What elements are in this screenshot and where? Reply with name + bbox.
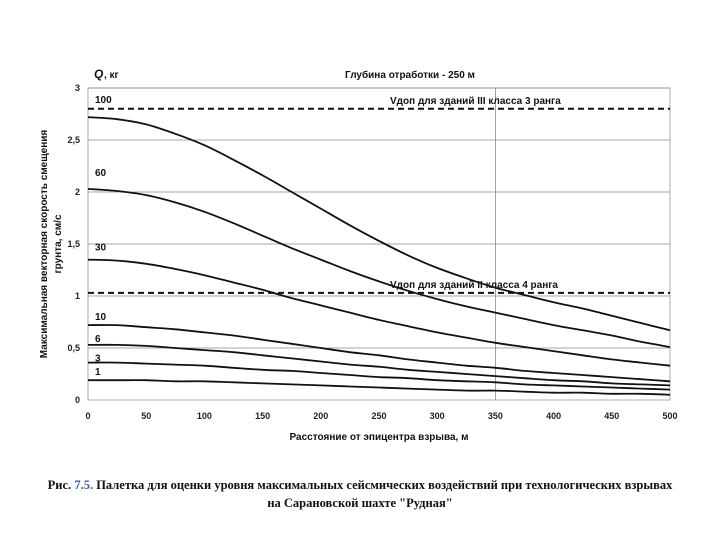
y-axis-label-line1: Максимальная векторная скорость смещения [39,130,50,359]
threshold-lines [88,107,670,294]
series-line-100 [87,116,671,332]
threshold-labels: Vдоп для зданий III класса 3 ранга Vдоп д… [390,96,561,291]
y-tick-labels: 0 0,5 1 1,5 2 2,5 3 [67,83,80,405]
series-line-3 [87,361,671,391]
y-tick-label: 3 [75,83,80,93]
y-tick-label: 0,5 [67,343,80,353]
caption-prefix: Рис. [47,478,75,492]
q-label: Q [94,67,104,81]
chart-title: Глубина отработки - 250 м [345,69,475,81]
series-label-10: 10 [95,312,107,323]
x-axis-label: Расстояние от эпицентра взрыва, м [290,432,469,443]
x-tick-label: 350 [488,411,503,421]
series-line-1 [88,379,671,396]
x-tick-label: 100 [197,411,212,421]
figure-caption: Рис. 7.5. Палетка для оценки уровня макс… [0,476,720,512]
y-tick-label: 2,5 [67,135,80,145]
series-label-30: 30 [95,243,107,254]
caption-line-1: Рис. 7.5. Палетка для оценки уровня макс… [0,476,720,494]
caption-text-1: Палетка для оценки уровня максимальных с… [93,478,673,492]
series-label-1: 1 [95,367,101,378]
caption-line-2: на Сарановской шахте "Рудная" [267,496,453,510]
x-tick-label: 150 [255,411,270,421]
series-line-30 [87,258,671,367]
x-tick-label: 400 [546,411,561,421]
q-unit: , кг [104,70,119,81]
x-tick-label: 50 [141,411,151,421]
series-line-60 [87,188,671,348]
y-axis-label-line2: грунта, см/с [53,214,64,273]
y-tick-label: 1,5 [67,239,80,249]
y-tick-label: 2 [75,187,80,197]
series-label-3: 3 [95,354,101,365]
series-label-60: 60 [95,168,107,179]
caption-figure-number: 7.5. [74,478,94,492]
series-line-6 [87,343,671,387]
series-lines [87,116,671,396]
series-label-100: 100 [95,95,112,106]
x-tick-label: 200 [313,411,328,421]
x-tick-labels: 0 50 100 150 200 250 300 350 400 450 500 [85,411,677,421]
chart: 0 0,5 1 1,5 2 2,5 3 0 50 100 150 200 250 300 350 400 45… [39,67,678,443]
series-labels: 100 60 30 10 6 3 1 [95,95,112,378]
y-tick-label: 0 [75,395,80,405]
threshold-label: Vдоп для зданий III класса 3 ранга [390,96,561,107]
x-tick-label: 250 [371,411,386,421]
threshold-label: Vдоп для зданий II класса 4 ранга [390,280,558,291]
series-label-6: 6 [95,334,101,345]
x-tick-label: 500 [662,411,677,421]
x-tick-label: 450 [604,411,619,421]
x-tick-label: 300 [430,411,445,421]
y-tick-label: 1 [75,291,80,301]
series-line-10 [87,324,671,383]
x-tick-label: 0 [85,411,90,421]
